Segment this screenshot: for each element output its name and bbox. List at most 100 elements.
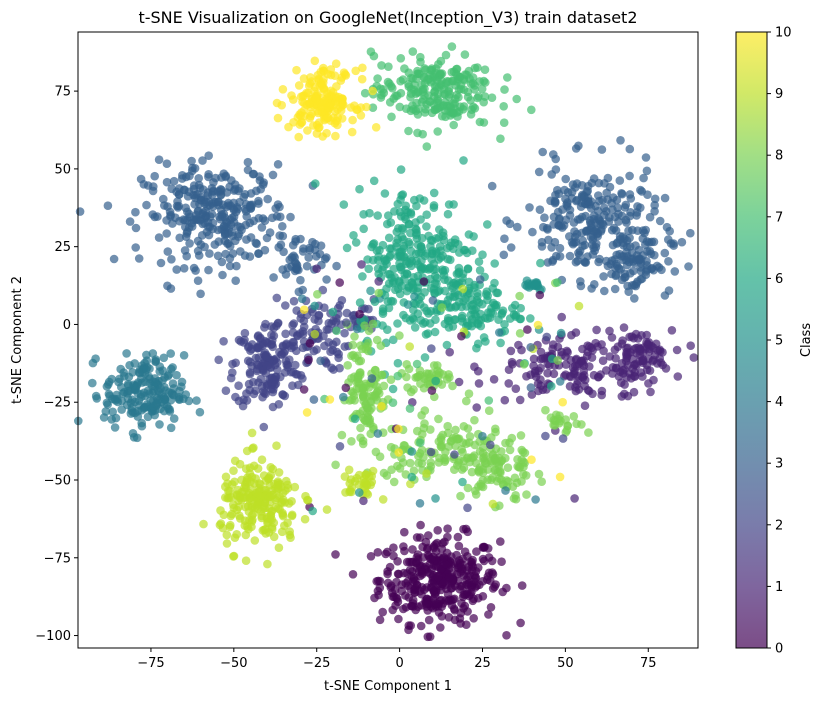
point-class-4 xyxy=(155,420,164,429)
colorbar: 0 1 2 3 4 5 6 7 8 9 10 Class xyxy=(735,26,814,657)
point-class-8 xyxy=(455,456,464,465)
plot-frame xyxy=(77,31,699,649)
point-class-2 xyxy=(272,358,282,367)
point-class-3 xyxy=(654,263,664,272)
point-class-0 xyxy=(487,556,497,566)
point-stray xyxy=(331,460,340,470)
point-stray xyxy=(394,424,403,434)
point-class-7 xyxy=(422,142,432,151)
point-stray xyxy=(309,395,319,404)
point-class-3 xyxy=(275,231,285,240)
point-class-4 xyxy=(148,349,158,358)
point-class-3 xyxy=(577,181,587,190)
point-class-0 xyxy=(469,614,479,623)
point-class-3 xyxy=(641,270,651,280)
point-class-3 xyxy=(549,150,558,159)
point-class-3 xyxy=(149,182,158,191)
point-class-9 xyxy=(250,479,259,488)
point-stray xyxy=(484,396,494,405)
point-class-0 xyxy=(463,607,472,616)
point-class-3 xyxy=(630,294,639,303)
point-class-3 xyxy=(627,281,637,290)
point-class-3 xyxy=(167,184,176,194)
point-class-3 xyxy=(643,190,652,199)
point-class-1 xyxy=(454,377,464,387)
point-class-3 xyxy=(201,197,211,207)
point-class-7 xyxy=(431,68,441,78)
point-class-3 xyxy=(231,207,241,217)
point-class-0 xyxy=(497,557,506,566)
point-class-3 xyxy=(528,227,537,237)
point-class-3 xyxy=(225,261,235,271)
point-class-6 xyxy=(448,322,458,331)
point-class-1 xyxy=(599,346,608,356)
point-class-10 xyxy=(328,88,338,97)
point-stray xyxy=(555,472,565,482)
point-class-3 xyxy=(221,171,231,181)
point-class-6 xyxy=(432,273,442,283)
point-class-0 xyxy=(488,569,498,579)
point-class-8 xyxy=(360,415,369,425)
point-class-7 xyxy=(400,64,409,73)
point-stray xyxy=(558,397,567,407)
point-class-9 xyxy=(229,466,238,476)
point-class-3 xyxy=(196,289,205,299)
point-class-9 xyxy=(345,486,355,495)
point-class-6 xyxy=(428,236,437,245)
point-class-3 xyxy=(134,254,144,263)
point-class-8 xyxy=(511,491,520,500)
point-class-3 xyxy=(131,243,140,252)
point-stray xyxy=(531,495,540,504)
point-class-3 xyxy=(547,170,556,179)
point-class-6 xyxy=(467,315,477,324)
point-class-3 xyxy=(550,237,560,247)
point-class-10 xyxy=(356,103,366,112)
point-class-1 xyxy=(629,387,639,397)
point-class-8 xyxy=(463,483,473,493)
point-class-3 xyxy=(594,191,603,200)
point-class-2 xyxy=(296,314,306,323)
point-class-0 xyxy=(433,572,443,582)
point-stray xyxy=(373,429,383,438)
point-class-3 xyxy=(602,188,611,198)
point-class-3 xyxy=(163,247,173,256)
point-class-4 xyxy=(172,370,181,380)
y-tick-label: 75 xyxy=(54,85,71,100)
point-class-6 xyxy=(311,179,320,188)
point-class-8 xyxy=(357,344,367,354)
point-class-8 xyxy=(366,429,376,439)
point-stray xyxy=(416,438,425,448)
point-class-7 xyxy=(441,50,451,60)
point-class-3 xyxy=(204,172,213,182)
point-class-2 xyxy=(214,355,223,365)
point-class-9 xyxy=(229,552,238,561)
point-class-2 xyxy=(322,325,332,334)
point-class-3 xyxy=(210,240,220,249)
point-class-9 xyxy=(257,455,267,465)
point-class-3 xyxy=(538,147,547,157)
point-class-0 xyxy=(423,543,433,553)
point-class-7 xyxy=(433,96,443,105)
point-class-8 xyxy=(370,365,380,375)
point-stray xyxy=(523,325,532,334)
point-class-3 xyxy=(580,258,590,267)
point-class-3 xyxy=(190,164,200,173)
point-class-10 xyxy=(331,59,341,68)
point-class-6 xyxy=(459,245,469,255)
point-class-3 xyxy=(615,176,625,185)
point-class-3 xyxy=(215,212,224,221)
point-class-8 xyxy=(459,463,469,473)
point-class-8 xyxy=(419,383,429,393)
point-class-0 xyxy=(462,589,472,599)
point-class-0 xyxy=(471,573,481,582)
point-stray xyxy=(555,377,565,386)
point-class-3 xyxy=(499,250,509,260)
point-stray xyxy=(386,375,396,385)
point-class-9 xyxy=(250,536,260,545)
point-class-8 xyxy=(368,319,378,329)
point-class-0 xyxy=(486,603,496,612)
point-stray xyxy=(427,344,436,353)
point-stray xyxy=(527,455,536,465)
point-class-4 xyxy=(150,374,160,383)
point-class-6 xyxy=(431,264,441,274)
